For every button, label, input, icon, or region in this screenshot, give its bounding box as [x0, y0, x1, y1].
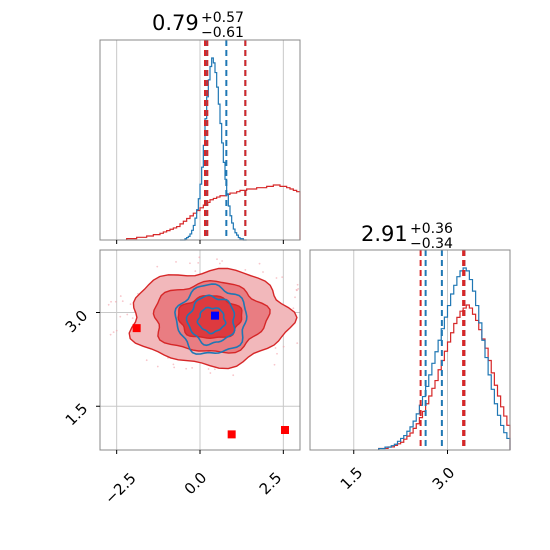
scatter-point: [213, 368, 216, 371]
scatter-point: [121, 300, 124, 303]
scatter-point: [221, 260, 224, 262]
scatter-point: [131, 317, 134, 320]
scatter-point: [244, 269, 247, 271]
scatter-point: [175, 261, 177, 263]
scatter-point: [296, 289, 298, 292]
y-tick-label: 1.5: [62, 400, 92, 430]
title-y-plus: +0.36: [410, 221, 453, 237]
scatter-point: [114, 300, 117, 303]
scatter-point: [191, 366, 194, 369]
scatter-point: [281, 276, 284, 279]
x-tick-labels-joint: −2.5 0.0 2.5: [101, 469, 285, 508]
plot-area: [310, 250, 510, 450]
histogram-series: [378, 267, 511, 450]
scatter-point: [296, 342, 299, 345]
panel-joint: [96, 249, 301, 454]
x-tick-labels-marginal-y: 1.5 3.0: [337, 464, 459, 494]
title-y-minus: −0.34: [410, 236, 453, 252]
scatter-point: [276, 352, 278, 355]
title-x-plus: +0.57: [201, 10, 244, 26]
blue-contour-level: [174, 283, 248, 355]
scatter-point: [119, 295, 122, 297]
scatter-point: [109, 333, 112, 336]
scatter-point: [274, 347, 277, 349]
scatter-point: [173, 366, 176, 369]
scatter-point: [126, 313, 129, 316]
scatter-point: [115, 329, 118, 332]
histogram-series: [180, 57, 247, 241]
reference-point-marker: [132, 324, 141, 333]
scatter-point: [198, 256, 201, 259]
scatter-point: [185, 367, 188, 370]
panel-marginal-y: [309, 249, 511, 454]
y-tick-label: 3.0: [62, 307, 92, 337]
title-marginal-y: 2.91 +0.36 −0.34: [361, 221, 453, 252]
blue-contour-level: [196, 306, 227, 335]
x-tick-label: 3.0: [429, 464, 459, 494]
scatter-point: [218, 262, 221, 265]
plot-frame: [309, 249, 511, 451]
scatter-point: [296, 283, 299, 286]
scatter-point: [145, 359, 148, 362]
scatter-point: [282, 345, 285, 348]
scatter-point: [207, 368, 210, 370]
histogram-series: [378, 304, 511, 450]
y-tick-labels-joint: 3.0 1.5: [62, 307, 92, 430]
x-tick-label: 1.5: [337, 464, 367, 494]
scatter-point: [172, 363, 175, 366]
x-tick-label: 2.5: [256, 469, 286, 499]
scatter-point: [107, 303, 110, 306]
title-y-value: 2.91: [361, 222, 408, 246]
scatter-point: [262, 271, 264, 273]
scatter-point: [156, 365, 159, 368]
scatter-point: [194, 270, 197, 273]
scatter-point: [112, 331, 115, 334]
scatter-point: [110, 300, 112, 303]
scatter-point: [189, 262, 191, 265]
truth-point-marker: [211, 311, 219, 320]
panel-marginal-x: [99, 39, 301, 244]
scatter-point: [232, 374, 235, 377]
scatter-point: [275, 277, 278, 279]
reference-point-marker: [227, 430, 236, 439]
title-x-minus: −0.61: [201, 25, 244, 41]
scatter-point: [209, 372, 212, 374]
x-tick-label: −2.5: [101, 469, 139, 507]
scatter-point: [156, 265, 159, 268]
title-marginal-x: 0.79 +0.57 −0.61: [152, 10, 244, 41]
scatter-point: [129, 303, 132, 306]
reference-point-marker: [281, 426, 289, 434]
scatter-point: [273, 363, 276, 366]
histogram-series: [126, 184, 301, 240]
scatter-point: [258, 262, 261, 265]
x-tick-label: 0.0: [181, 469, 211, 499]
scatter-point: [216, 258, 218, 261]
scatter-point: [294, 296, 296, 299]
scatter-point: [297, 287, 300, 290]
blue-contour-level: [185, 294, 236, 347]
scatter-point: [197, 261, 200, 264]
scatter-point: [119, 315, 122, 318]
scatter-point: [292, 307, 295, 310]
title-x-value: 0.79: [152, 11, 199, 35]
